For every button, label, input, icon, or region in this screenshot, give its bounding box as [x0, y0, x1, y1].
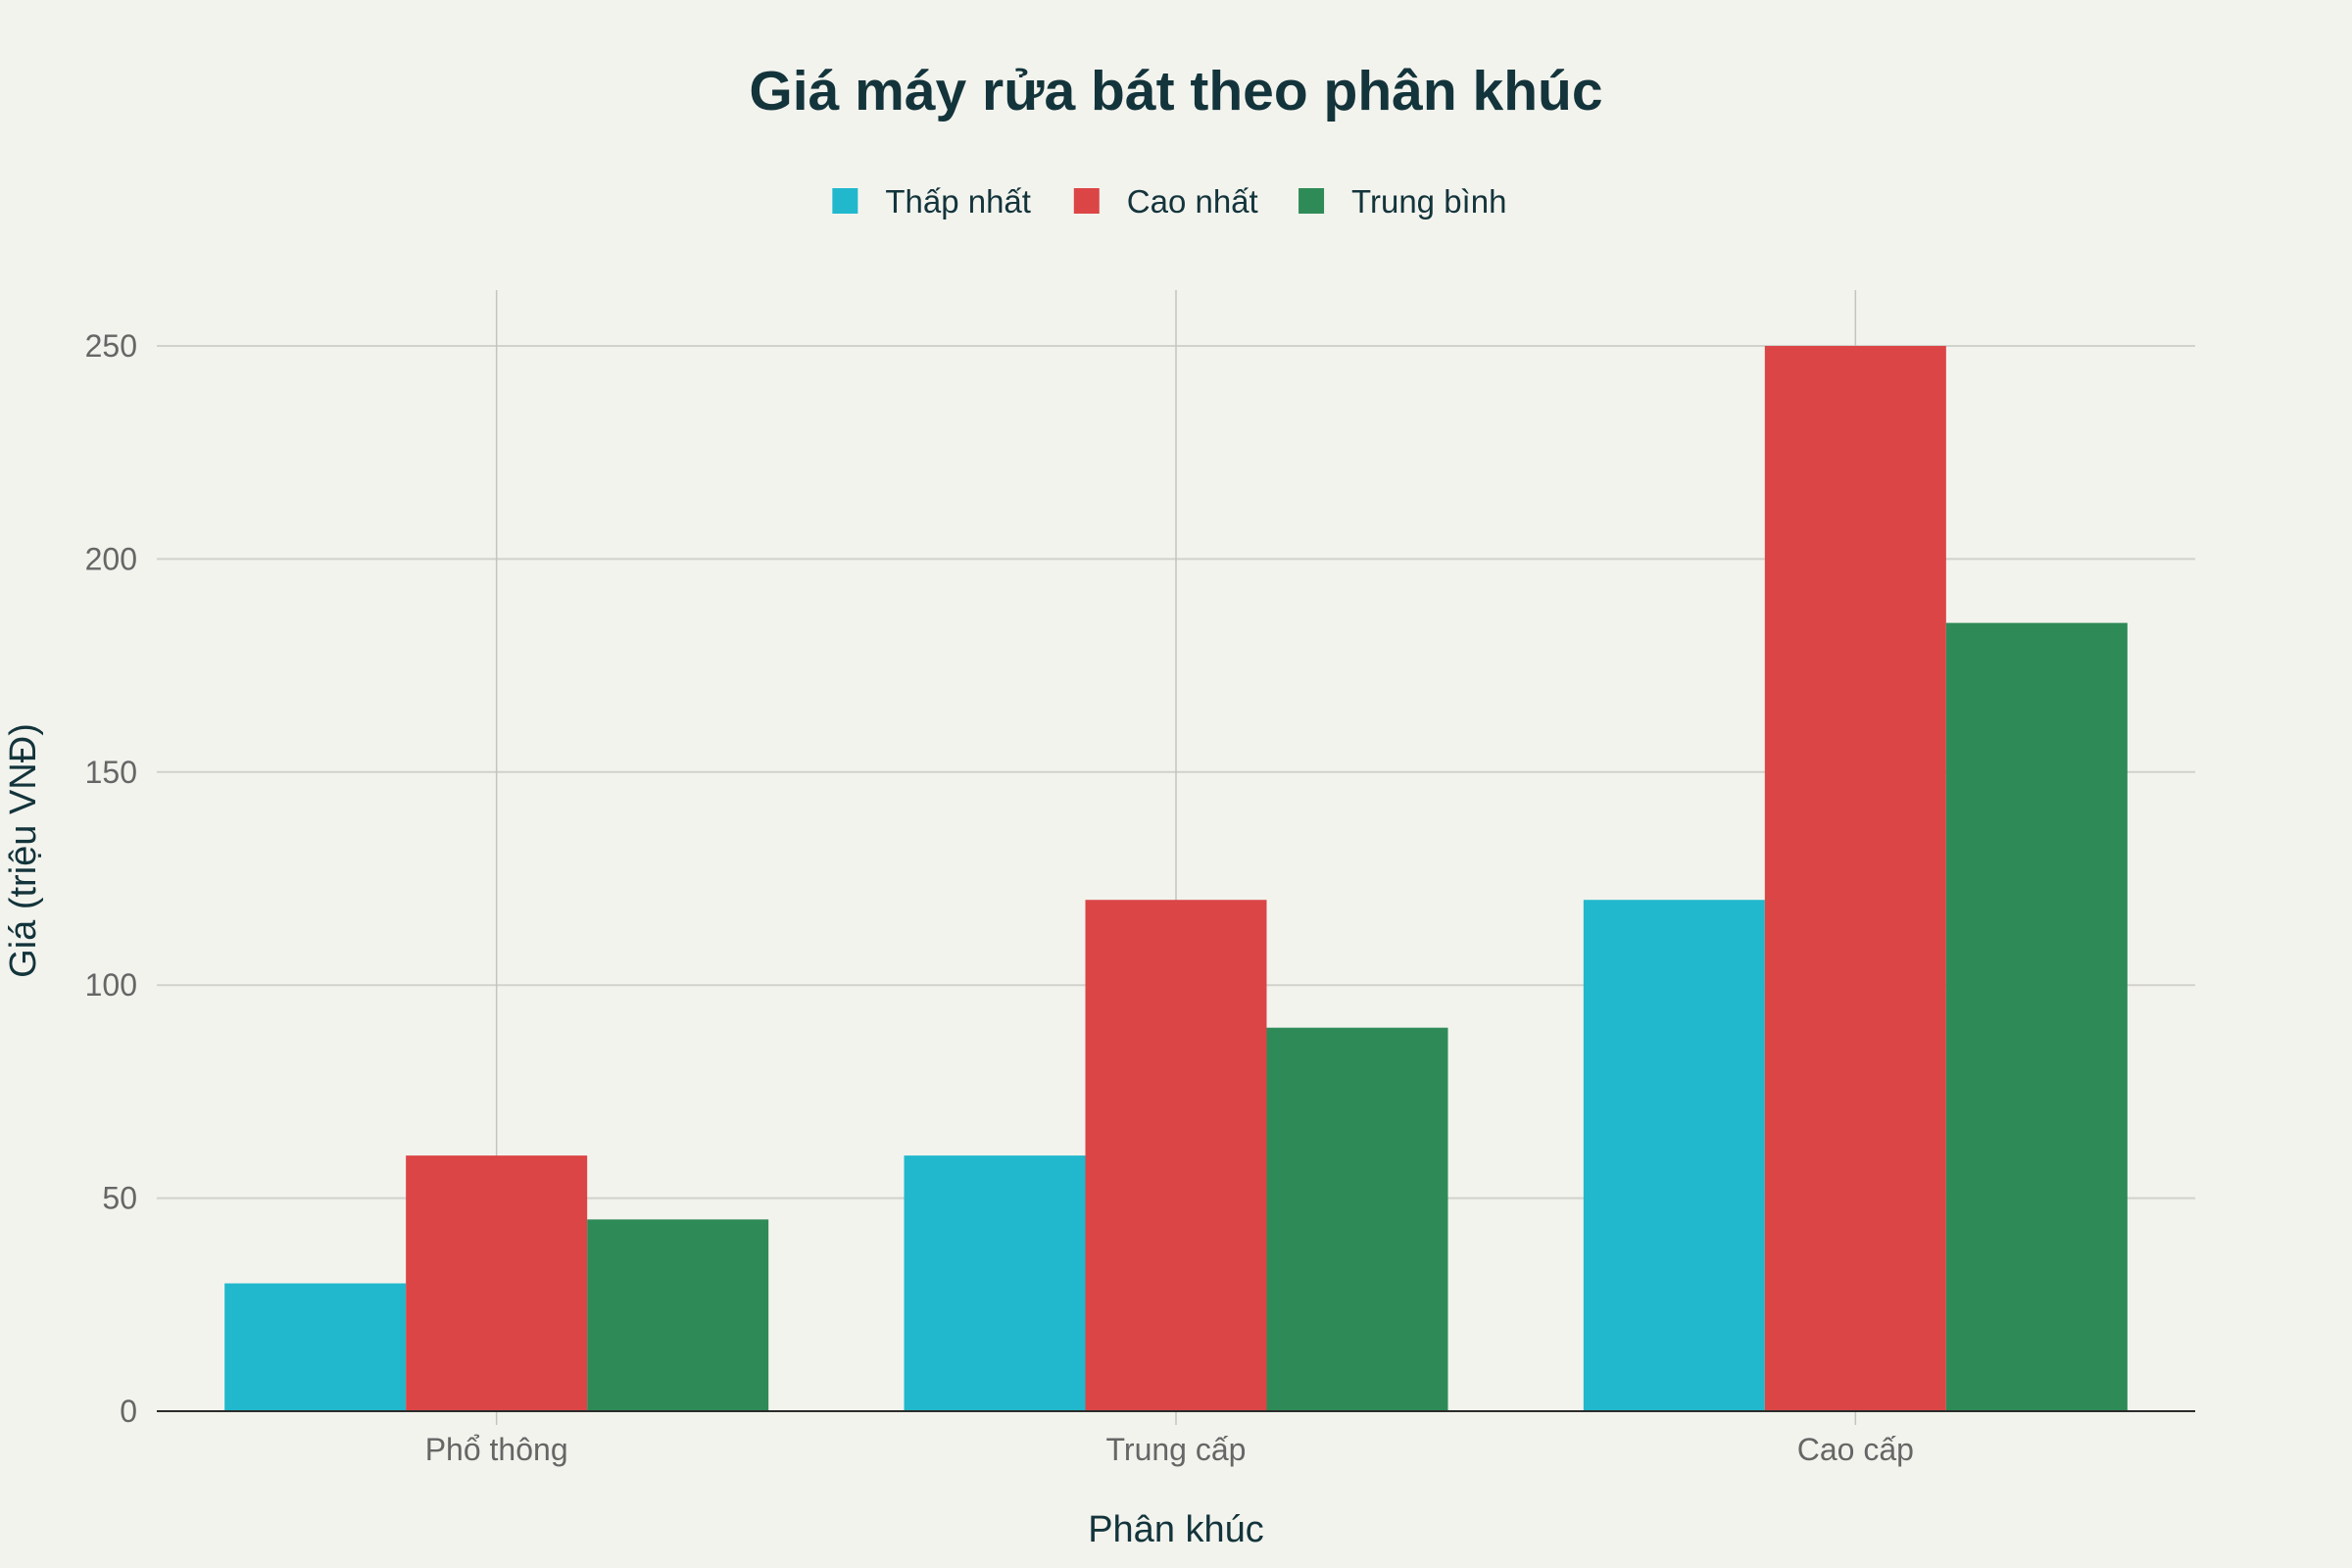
- bar: [224, 1283, 407, 1411]
- bar: [1085, 900, 1267, 1411]
- y-tick-label: 150: [85, 755, 137, 790]
- legend-label: Trung bình: [1351, 183, 1506, 220]
- bar: [1945, 622, 2128, 1411]
- bar: [1266, 1027, 1448, 1411]
- chart-title: Giá máy rửa bát theo phân khúc: [749, 60, 1602, 122]
- y-tick-label: 0: [120, 1394, 137, 1429]
- bars: [224, 346, 2128, 1411]
- legend-swatch: [1073, 188, 1100, 214]
- legend-item: Trung bình: [1298, 183, 1506, 220]
- y-axis-title: Giá (triệu VNĐ): [3, 723, 44, 978]
- legend-swatch: [1298, 188, 1325, 214]
- legend-item: Cao nhất: [1073, 183, 1258, 220]
- x-tick-label: Phổ thông: [425, 1432, 568, 1467]
- y-tick-label: 250: [85, 328, 137, 364]
- legend-label: Thấp nhất: [885, 183, 1031, 220]
- legend-swatch: [832, 188, 858, 214]
- axes: 0 50 100 150 200 250 Phổ thông Trung cấp Cao cấp: [85, 328, 2195, 1467]
- x-tick-label: Trung cấp: [1106, 1432, 1247, 1467]
- bar: [1583, 900, 1765, 1411]
- y-tick-label: 200: [85, 541, 137, 576]
- x-tick-label: Cao cấp: [1797, 1432, 1914, 1467]
- y-tick-label: 50: [102, 1181, 137, 1216]
- x-axis-title: Phân khúc: [1088, 1509, 1264, 1550]
- legend: Thấp nhất Cao nhất Trung bình: [832, 183, 1506, 220]
- legend-item: Thấp nhất: [832, 183, 1031, 220]
- bar: [406, 1155, 588, 1411]
- y-tick-label: 100: [85, 967, 137, 1003]
- legend-label: Cao nhất: [1127, 183, 1258, 220]
- bar: [904, 1155, 1086, 1411]
- bar: [1764, 346, 1946, 1411]
- bar: [587, 1219, 769, 1411]
